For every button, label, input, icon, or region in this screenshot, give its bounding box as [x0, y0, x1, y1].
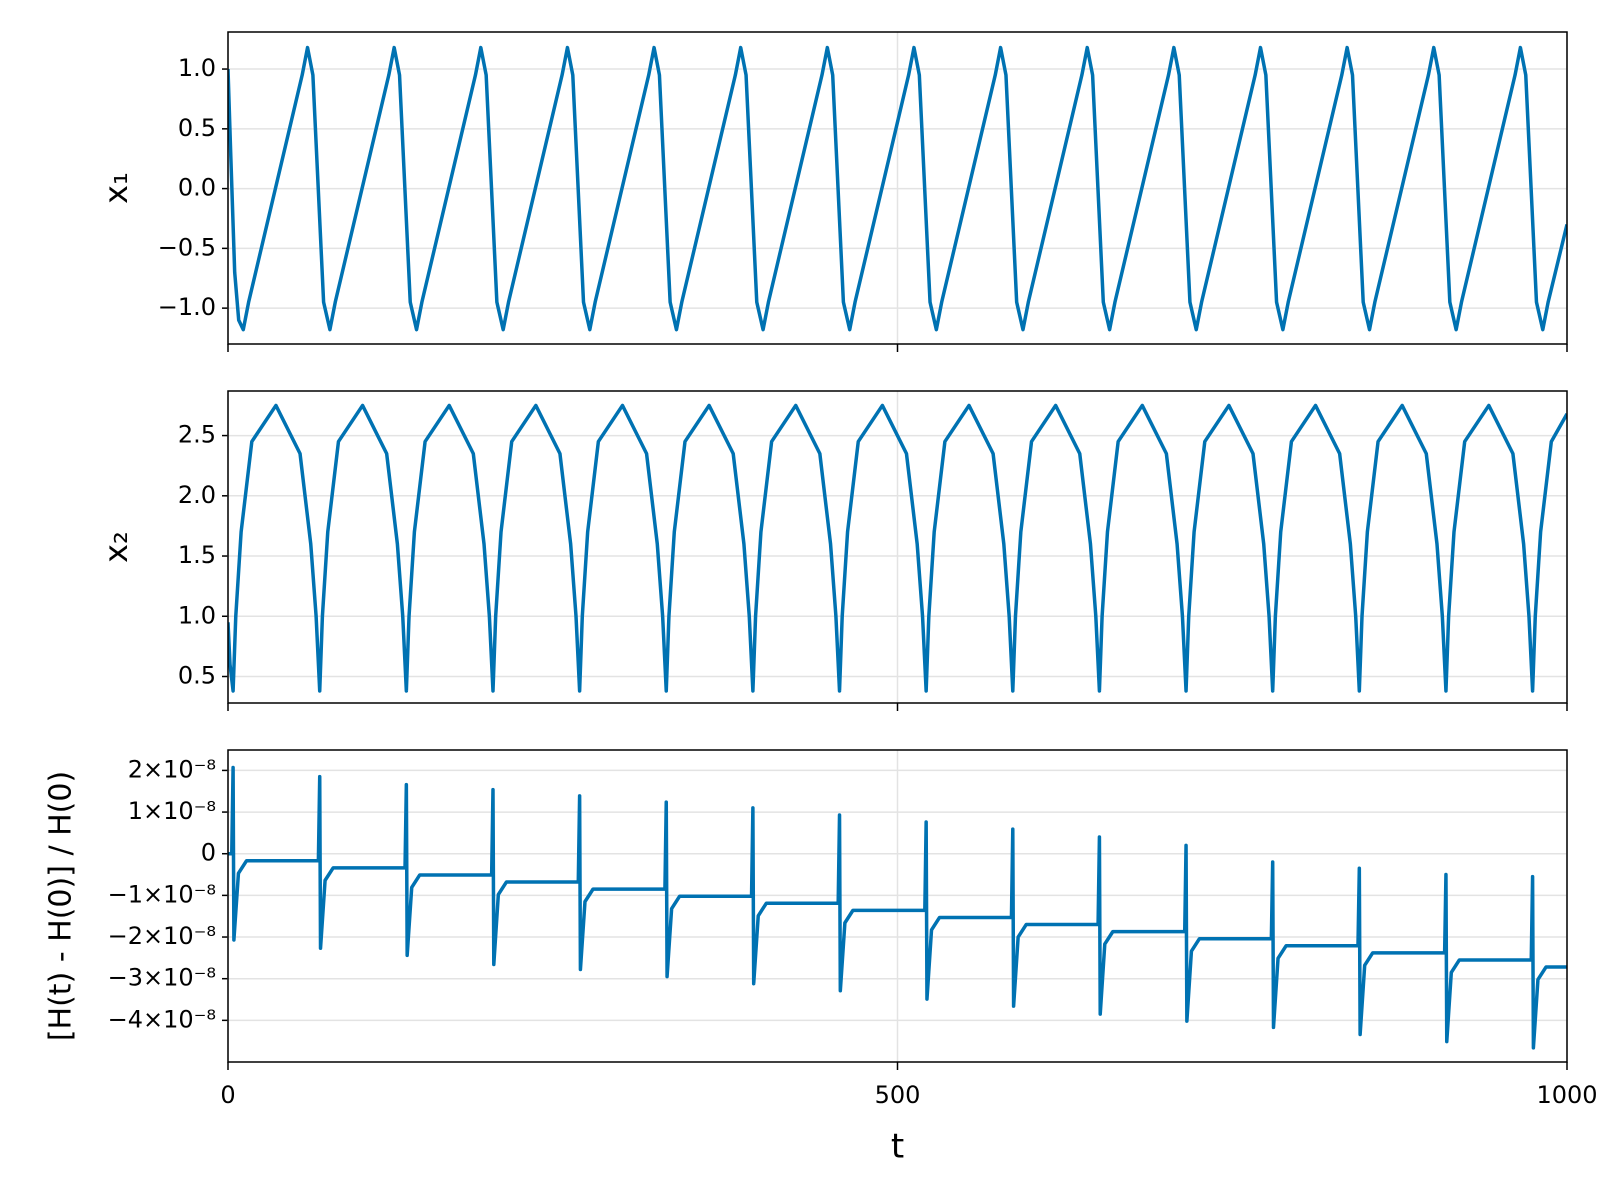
axis-frame	[227, 31, 1568, 345]
y-tick-label: −1×10⁻⁸	[108, 880, 216, 908]
y-tick-label: 0.5	[178, 114, 216, 142]
axis-frame	[227, 749, 1568, 1063]
y-axis-label: x₂	[97, 531, 135, 563]
panel: 2×10⁻⁸ 1×10⁻⁸ 0 −1×10⁻⁸ −2×10⁻⁸ −3×10⁻⁸ −4×10⁻…	[44, 749, 1598, 1167]
y-tick-label: 0.5	[178, 661, 216, 689]
y-tick-label: −4×10⁻⁸	[108, 1005, 216, 1033]
y-tick-label: 2.5	[178, 421, 216, 449]
y-tick-label: −1.0	[158, 293, 216, 321]
y-tick-label: 0	[201, 839, 216, 867]
x-tick-label: 500	[875, 1081, 921, 1109]
y-tick-label: −2×10⁻⁸	[108, 922, 216, 950]
y-tick-label: −3×10⁻⁸	[108, 964, 216, 992]
data-line	[228, 403, 1567, 693]
y-axis-label: x₁	[97, 172, 135, 204]
y-tick-label: −0.5	[158, 233, 216, 261]
y-tick-label: 1.5	[178, 541, 216, 569]
y-tick-label: 2.0	[178, 481, 216, 509]
y-tick-label: 1×10⁻⁸	[128, 797, 216, 825]
y-axis-label: [H(t) - H(0)] / H(0)	[44, 771, 79, 1041]
y-tick-label: 1.0	[178, 601, 216, 629]
y-tick-label: 0.0	[178, 174, 216, 202]
x-axis-label: t	[891, 1127, 904, 1167]
y-tick-label: 2×10⁻⁸	[128, 755, 216, 783]
x-tick-label: 1000	[1536, 1081, 1597, 1109]
panel: 1.0 0.5 0.0 −0.5 −1.0 x₁	[97, 31, 1568, 352]
data-line	[228, 45, 1567, 332]
x-tick-label: 0	[220, 1081, 235, 1109]
y-tick-label: 1.0	[178, 54, 216, 82]
panel: 2.5 2.0 1.5 1.0 0.5 x₂	[97, 390, 1568, 711]
data-line	[228, 765, 1567, 1050]
axis-frame	[227, 390, 1568, 704]
